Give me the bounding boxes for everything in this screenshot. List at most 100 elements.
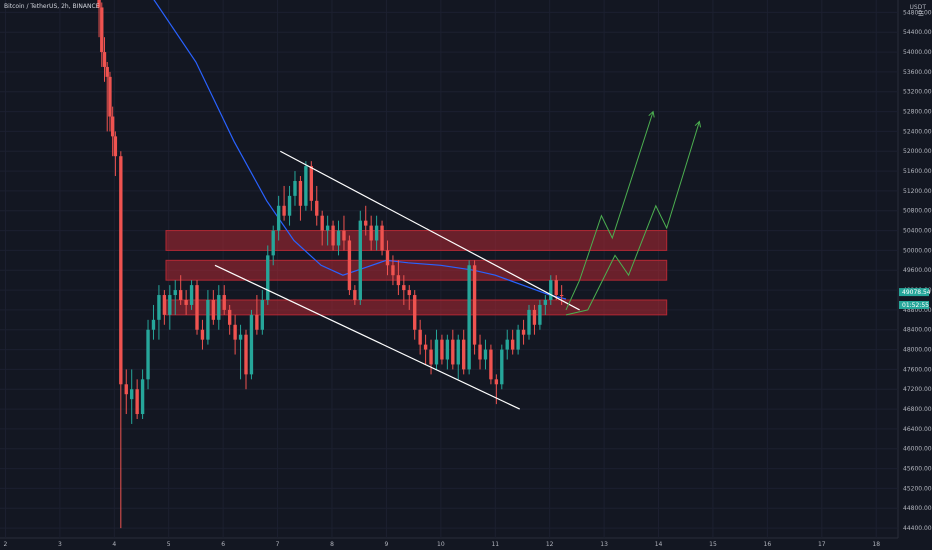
trendlines	[214, 150, 580, 410]
candle-down	[320, 215, 324, 231]
x-tick-label: 11	[491, 541, 499, 548]
projection-arrows	[565, 110, 702, 316]
x-tick-label: 3	[58, 541, 62, 548]
candle-up	[500, 349, 504, 385]
trendline	[280, 150, 580, 311]
chart-grid	[0, 0, 899, 539]
candle-up	[249, 314, 254, 375]
y-tick-label: 45600.00	[903, 466, 932, 473]
candle-up	[483, 349, 488, 360]
candle-down	[353, 290, 357, 300]
candle-down	[532, 309, 537, 325]
price-tag	[899, 300, 929, 309]
candle-down	[369, 225, 373, 241]
x-tick-label: 4	[112, 541, 116, 548]
y-tick-label: 52000.00	[903, 148, 932, 155]
y-tick-label: 54400.00	[903, 29, 932, 36]
candle-down	[391, 265, 395, 276]
y-tick-label: 46400.00	[903, 426, 932, 433]
candle-down	[244, 334, 248, 375]
candle-down	[418, 329, 422, 345]
x-tick-label: 10	[437, 541, 445, 548]
x-tick-label: 6	[221, 541, 225, 548]
projection-arrowhead	[648, 110, 655, 118]
x-tick-label: 5	[167, 541, 171, 548]
candle-down	[108, 76, 112, 117]
y-tick-label: 44400.00	[903, 525, 932, 532]
y-tick-label: 45200.00	[903, 485, 932, 492]
y-tick-label: 48800.00	[903, 307, 932, 314]
candle-down	[342, 230, 346, 241]
candles	[97, 0, 564, 529]
candle-up	[189, 285, 194, 305]
y-tick-label: 46800.00	[903, 406, 932, 413]
candle-down	[407, 290, 411, 296]
candle-down	[135, 389, 139, 415]
candle-up	[358, 220, 362, 300]
y-tick-label: 53600.00	[903, 69, 932, 76]
y-tick-label: 54800.00	[903, 9, 932, 16]
candle-down	[211, 299, 216, 320]
moving-average	[153, 0, 567, 300]
candle-down	[559, 295, 564, 297]
candle-down	[298, 180, 303, 206]
candle-down	[233, 324, 237, 340]
price-tags: 49078.54 01:52:55	[899, 288, 931, 309]
candle-up	[516, 329, 520, 350]
candle-up	[467, 265, 471, 370]
candle-down	[385, 250, 390, 266]
candle-down	[124, 384, 128, 395]
candle-down	[227, 309, 232, 325]
x-tick-label: 2	[4, 541, 8, 548]
candle-down	[100, 7, 104, 53]
x-tick-label: 15	[709, 541, 717, 548]
candle-down	[472, 265, 477, 345]
candle-down	[331, 225, 335, 246]
candle-up	[374, 225, 379, 241]
y-tick-label: 50800.00	[903, 208, 932, 215]
y-tick-label: 48000.00	[903, 347, 932, 354]
candle-down	[309, 166, 313, 201]
y-tick-label: 52800.00	[903, 109, 932, 116]
candle-up	[217, 295, 221, 320]
candle-down	[113, 136, 118, 157]
candle-up	[336, 230, 341, 246]
candle-up	[130, 389, 134, 400]
candle-up	[445, 339, 450, 360]
candle-down	[462, 339, 466, 370]
y-tick-label: 51600.00	[903, 168, 932, 175]
candle-up	[276, 205, 281, 231]
candle-down	[97, 0, 101, 8]
candle-up	[527, 309, 531, 335]
y-tick-label: 47200.00	[903, 386, 932, 393]
resistance-zone	[165, 259, 668, 281]
candle-up	[260, 299, 265, 330]
candle-up	[543, 299, 548, 305]
candle-down	[222, 295, 226, 310]
settings-icon[interactable]: ☰	[917, 10, 924, 18]
projection-path	[565, 121, 700, 316]
candle-down	[554, 280, 558, 296]
candle-down	[255, 314, 259, 330]
x-tick-label: 7	[276, 541, 280, 548]
candle-down	[347, 240, 352, 291]
candle-down	[110, 116, 115, 137]
y-tick-label: 50400.00	[903, 228, 932, 235]
y-tick-label: 51200.00	[903, 188, 932, 195]
time-axis[interactable]: 2 3 4 5 6 7 8 9 10 11 12 13 14 15 16 17 18	[4, 541, 881, 548]
candle-down	[162, 295, 167, 315]
x-tick-label: 17	[818, 541, 826, 548]
candle-up	[266, 255, 270, 300]
candle-down	[105, 66, 109, 77]
price-tag-label: 01:52:55	[902, 302, 929, 309]
candle-down	[423, 344, 428, 350]
y-tick-label: 49600.00	[903, 267, 932, 274]
candle-up	[434, 339, 439, 365]
candle-up	[146, 329, 150, 380]
price-tag-label: 49078.54	[902, 289, 931, 296]
candle-down	[396, 275, 401, 286]
moving-average-line	[153, 0, 567, 300]
candle-up	[505, 339, 509, 350]
candle-down	[451, 339, 455, 365]
